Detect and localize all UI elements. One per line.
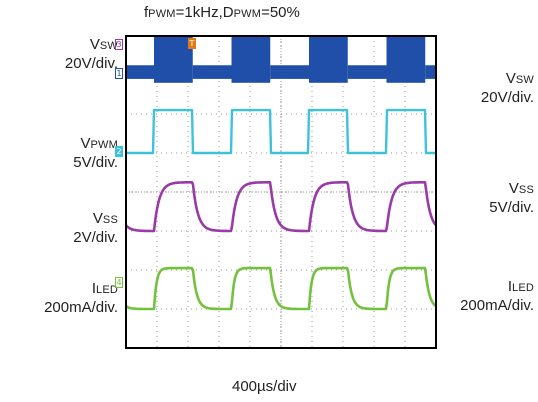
- channel-marker-1: 1: [115, 68, 123, 79]
- label-left-vpwm: VPWM 5V/div.: [73, 135, 118, 171]
- vsw-burst: [154, 36, 193, 83]
- vsw-burst: [386, 36, 426, 83]
- channel-marker-2: 2: [115, 146, 123, 157]
- scope-traces: [125, 36, 437, 311]
- label-left-iled: ILED 200mA/div.: [44, 280, 118, 316]
- timebase-label: 400µs/div: [232, 378, 297, 395]
- label-left-vss: VSS 2V/div.: [73, 210, 118, 246]
- vss-trace: [125, 181, 437, 233]
- vsw-idle-band: [192, 65, 232, 79]
- vsw-burst: [309, 36, 348, 83]
- channel-marker-3: 3: [115, 39, 123, 50]
- vsw-idle-band: [347, 65, 387, 79]
- chart-title: fPWM=1kHz,DPWM=50%: [144, 4, 300, 21]
- channel-marker-4: 4: [115, 277, 123, 288]
- vpwm-trace: [125, 108, 437, 155]
- iled-trace: [125, 266, 437, 311]
- vsw-idle-band: [126, 65, 154, 79]
- label-right-vss: VSS 5V/div.: [489, 180, 534, 216]
- trigger-marker: T: [188, 38, 196, 49]
- vsw-idle-band: [270, 65, 309, 79]
- scope-frame: [125, 35, 437, 349]
- vsw-idle-band: [425, 65, 436, 79]
- label-right-iled: ILED 200mA/div.: [460, 278, 534, 314]
- label-left-vsw: VSW 20V/div.: [64, 36, 118, 72]
- vsw-burst: [231, 36, 271, 83]
- label-right-vsw: VSW 20V/div.: [480, 70, 534, 106]
